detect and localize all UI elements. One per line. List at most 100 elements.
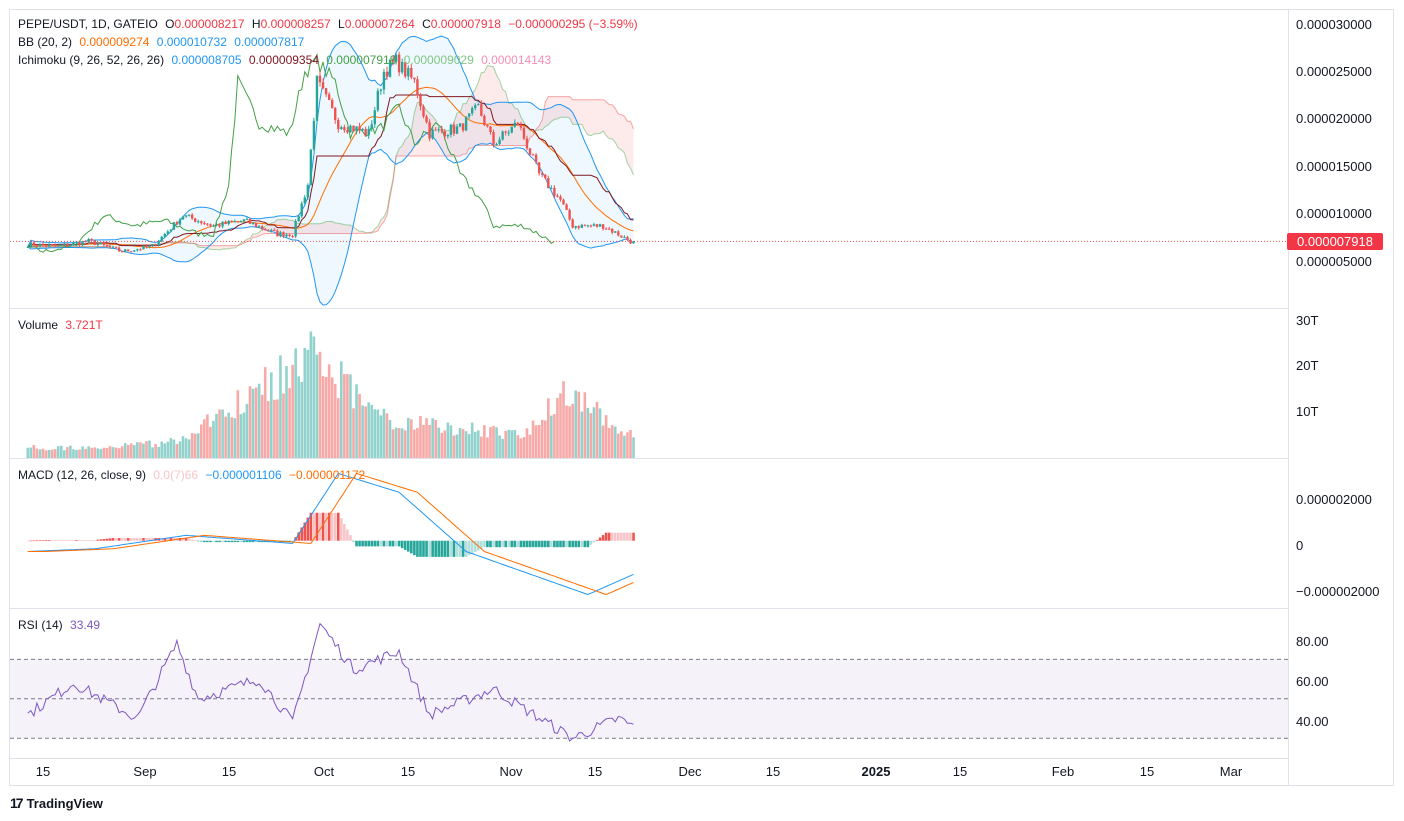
macd-signal-value: −0.000001172	[288, 468, 366, 482]
candle-body	[547, 178, 550, 189]
macd-histogram-bar	[632, 532, 635, 541]
macd-histogram-bar	[117, 538, 121, 541]
candle-body	[379, 89, 383, 91]
candle-body	[525, 138, 529, 149]
candle-body	[537, 162, 541, 174]
volume-bar	[139, 442, 142, 458]
candle-body	[227, 220, 230, 225]
macd-histogram-bar	[297, 532, 300, 541]
time-tick: Mar	[1219, 764, 1243, 779]
last-price-tag[interactable]: 0.000007918	[1287, 233, 1383, 251]
volume-bar	[154, 443, 157, 458]
volume-bar	[394, 427, 398, 458]
volume-bar	[343, 374, 346, 458]
volume-bar	[270, 372, 273, 458]
volume-bar	[534, 425, 538, 458]
price-tick: 0.000010000	[1296, 206, 1372, 221]
macd-histogram-bar	[604, 532, 608, 541]
brand-logo[interactable]: 17 TradingView	[10, 795, 103, 811]
macd-legend[interactable]: MACD (12, 26, close, 9) 0.0(7)66 −0.0000…	[18, 468, 369, 482]
bb-upper-value: 0.000010732	[156, 35, 227, 49]
volume-bar	[577, 391, 581, 458]
candle-body	[148, 245, 151, 248]
candle-body	[276, 230, 279, 237]
macd-histogram-bar	[519, 540, 523, 548]
volume-bar	[486, 437, 489, 458]
macd-histogram-bar	[215, 540, 218, 543]
volume-bar	[562, 381, 565, 458]
candle-body	[318, 75, 322, 83]
candle-body	[516, 122, 520, 126]
candle-body	[425, 116, 428, 123]
volume-tick: 10T	[1296, 404, 1319, 419]
volume-bar	[507, 429, 511, 458]
volume-bar	[72, 449, 75, 458]
volume-bar	[136, 442, 139, 458]
price-pane[interactable]	[10, 10, 1288, 309]
candle-body	[279, 232, 282, 237]
macd-histogram-bar	[413, 540, 416, 556]
macd-histogram-bar	[90, 539, 94, 541]
candle-body	[123, 249, 127, 253]
candle-body	[370, 124, 373, 129]
volume-bar	[66, 447, 69, 458]
macd-histogram-bar	[574, 540, 577, 548]
volume-bar	[260, 394, 264, 458]
macd-histogram-bar	[181, 538, 185, 541]
volume-bar	[495, 427, 498, 458]
candle-body	[519, 125, 523, 128]
candle-body	[309, 149, 313, 186]
candle-body	[544, 174, 547, 179]
volume-bar	[355, 384, 358, 458]
macd-histogram-bar	[96, 539, 100, 541]
volume-bar	[59, 445, 63, 458]
volume-bar	[629, 430, 632, 458]
ichimoku-legend[interactable]: Ichimoku (9, 26, 52, 26, 26) 0.000008705…	[18, 53, 555, 67]
volume-bar	[239, 414, 243, 458]
volume-legend[interactable]: Volume 3.721T	[18, 318, 107, 332]
candle-body	[29, 242, 33, 247]
volume-bar	[458, 428, 462, 458]
volume-bar	[373, 409, 377, 458]
candle-body	[592, 224, 596, 226]
volume-bar	[434, 419, 437, 458]
rsi-pane[interactable]	[10, 609, 1288, 759]
macd-histogram-bar	[385, 540, 389, 547]
volume-bar	[330, 377, 334, 458]
candle-body	[601, 224, 605, 229]
volume-bar	[480, 436, 483, 458]
volume-bar	[297, 376, 300, 458]
volume-bar	[145, 441, 148, 458]
candle-body	[233, 221, 236, 223]
macd-histogram-bar	[151, 538, 154, 541]
bb-legend[interactable]: BB (20, 2) 0.000009274 0.000010732 0.000…	[18, 35, 308, 49]
volume-tick: 30T	[1296, 313, 1319, 328]
candle-body	[50, 244, 54, 246]
volume-bar	[583, 392, 587, 458]
volume-bar	[157, 446, 160, 458]
volume-bar	[617, 433, 620, 458]
candle-body	[513, 122, 517, 127]
macd-histogram-bar	[397, 540, 401, 547]
macd-histogram-bar	[66, 539, 69, 541]
macd-histogram-bar	[467, 540, 471, 556]
macd-pane[interactable]	[10, 459, 1288, 609]
macd-histogram-bar	[224, 540, 227, 543]
price-axis-line	[1288, 10, 1289, 785]
rsi-legend[interactable]: RSI (14) 33.49	[18, 618, 104, 632]
candle-body	[446, 134, 450, 137]
candle-body	[90, 238, 93, 241]
volume-bar	[522, 437, 526, 458]
volume-bar	[516, 435, 520, 458]
volume-bar	[123, 443, 127, 458]
candle-body	[44, 245, 48, 247]
tradingview-logo-icon: 17	[10, 795, 24, 811]
macd-histogram-bar	[340, 518, 343, 541]
volume-bar	[300, 382, 304, 458]
macd-histogram-bar	[242, 540, 246, 543]
volume-bar	[172, 439, 176, 458]
candle-body	[449, 124, 453, 135]
volume-pane[interactable]	[10, 309, 1288, 459]
candle-body	[455, 126, 459, 134]
